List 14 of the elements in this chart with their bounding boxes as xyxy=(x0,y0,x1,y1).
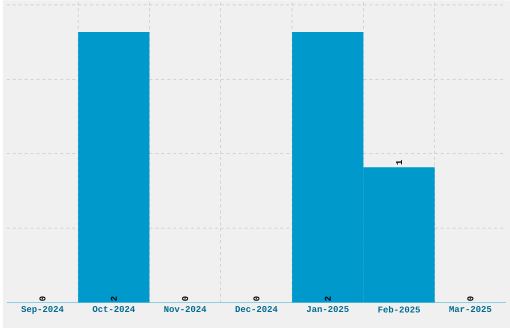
data-label: 1 xyxy=(396,160,402,164)
x-tick-label: Oct-2024 xyxy=(92,306,135,312)
x-tick-label: Feb-2025 xyxy=(378,306,420,312)
x-tick-label: Nov-2024 xyxy=(164,306,206,312)
data-label: 2 xyxy=(110,296,117,301)
data-label: 0 xyxy=(467,296,474,301)
x-tick-label: Jan-2025 xyxy=(306,306,349,312)
x-tick-label: Dec-2024 xyxy=(236,306,278,312)
data-label: 2 xyxy=(324,296,331,301)
data-label: 0 xyxy=(39,296,46,301)
data-label: 0 xyxy=(182,296,188,301)
data-label: 0 xyxy=(253,296,260,301)
x-tick-label: Mar-2025 xyxy=(449,306,492,312)
x-tick-label: Sep-2024 xyxy=(21,306,64,314)
